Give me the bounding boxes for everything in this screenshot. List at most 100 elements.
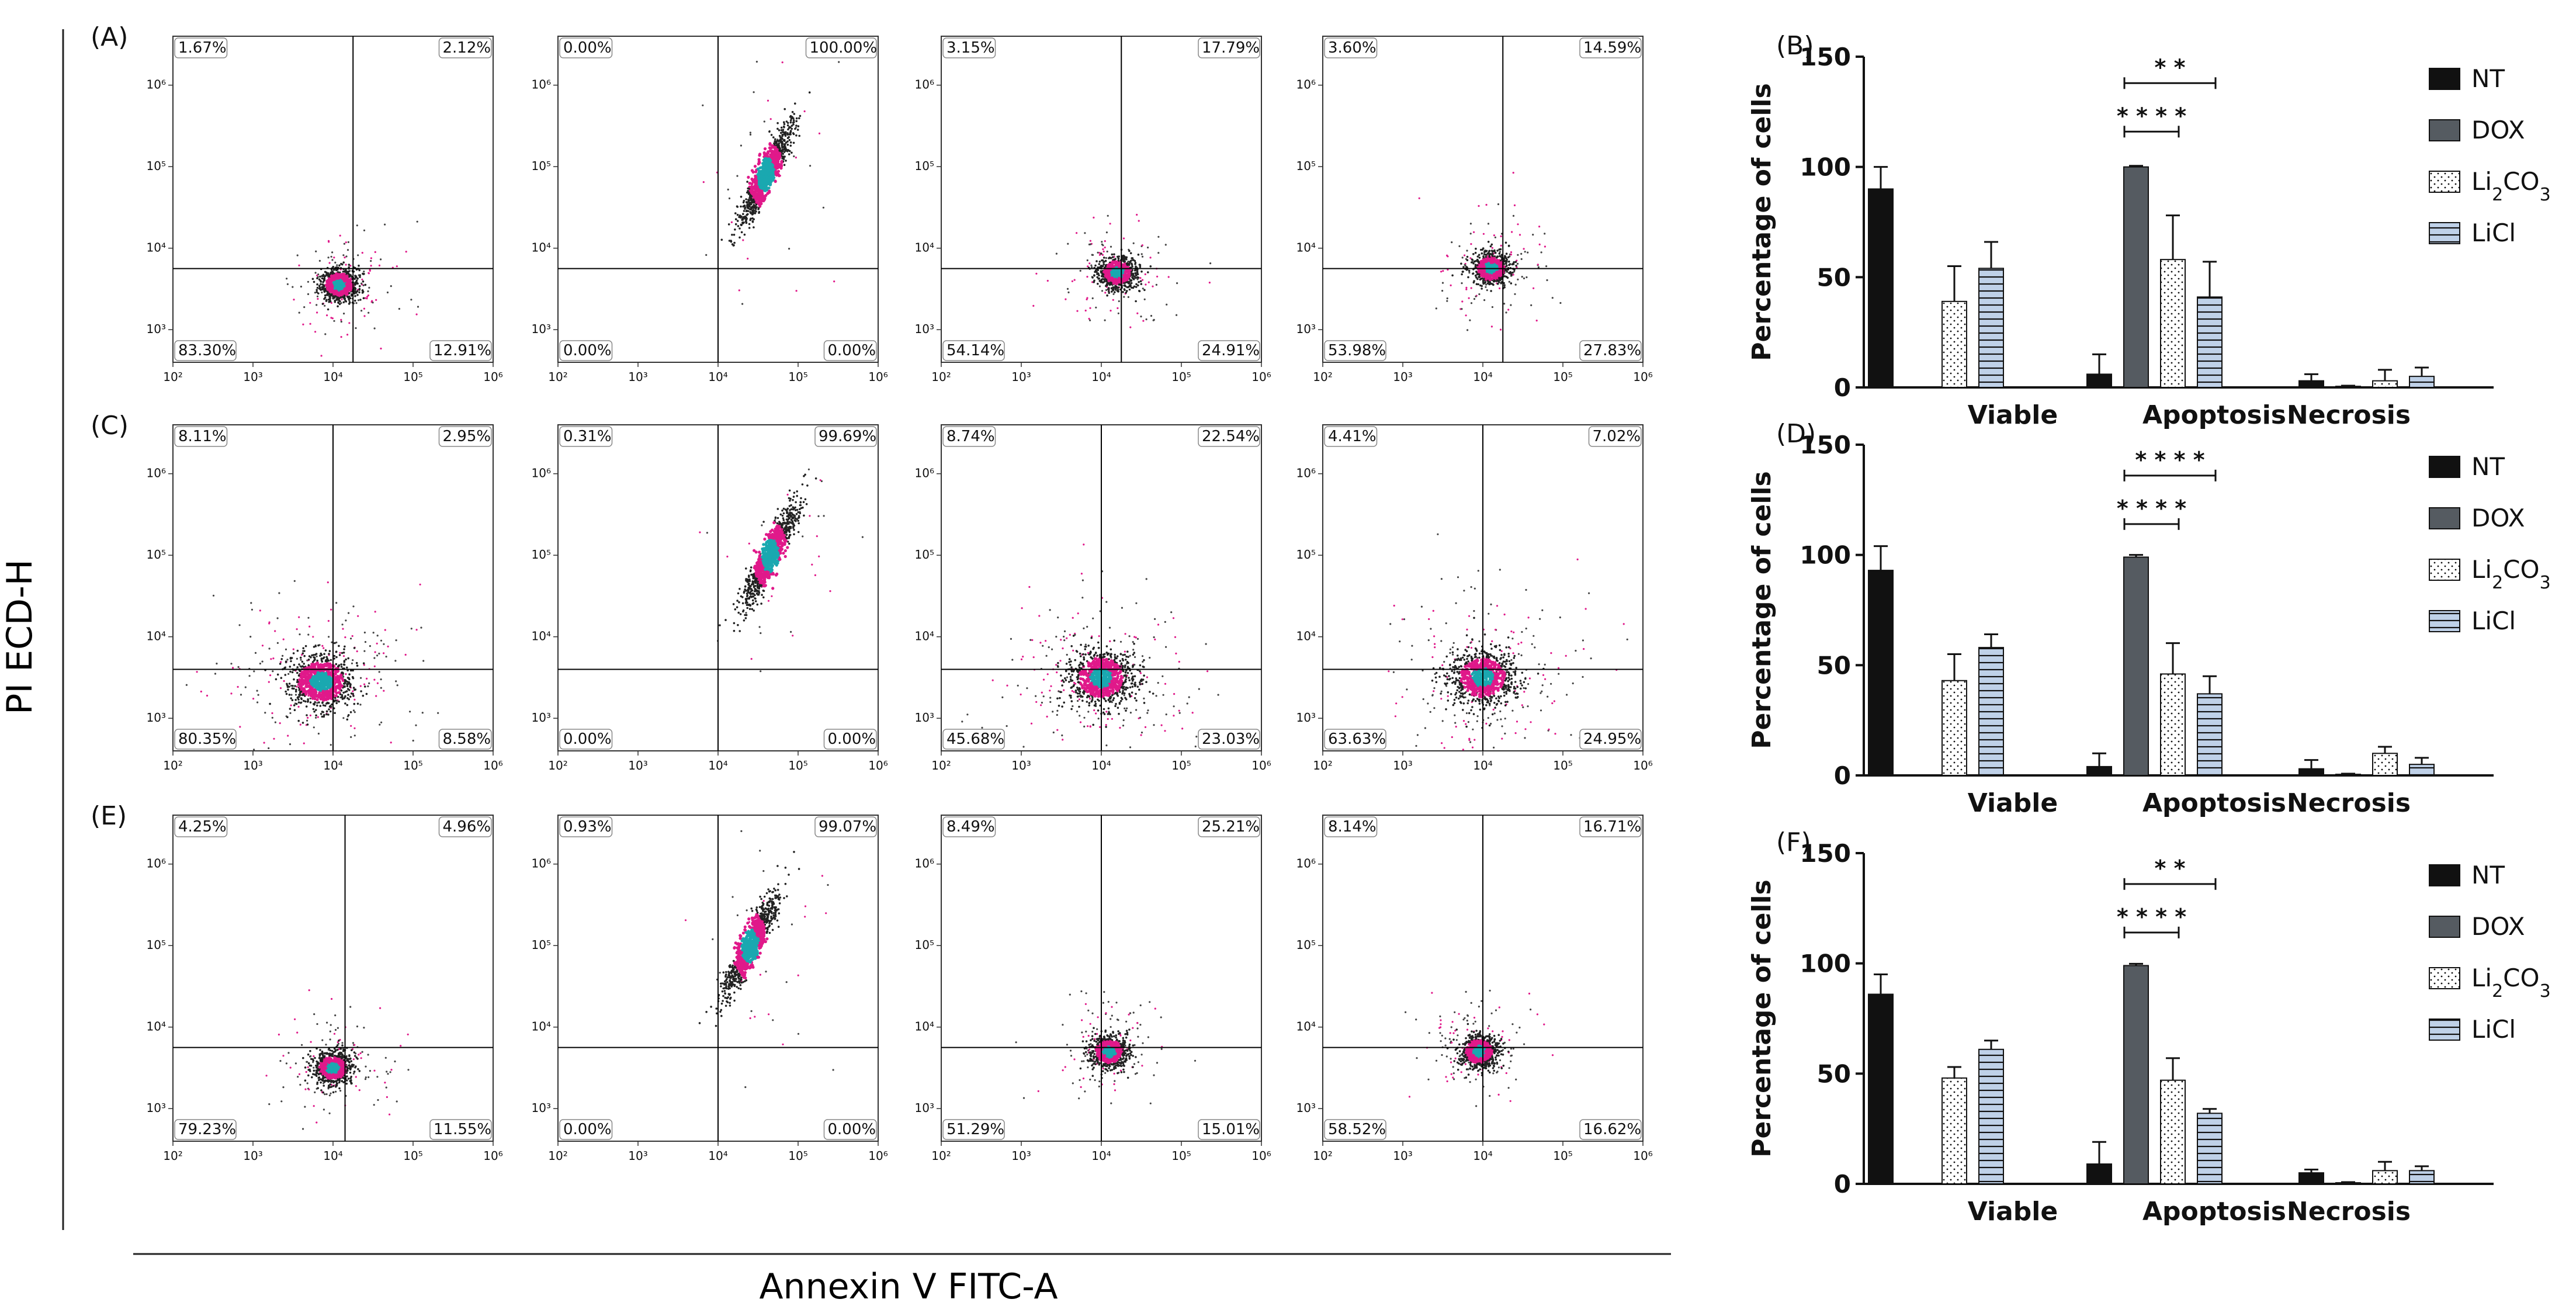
event-dot: [1095, 306, 1097, 309]
event-dot: [1505, 262, 1507, 265]
event-dot: [290, 697, 293, 699]
event-dot: [293, 678, 295, 681]
event-dot: [268, 681, 270, 683]
event-dot: [1513, 204, 1516, 206]
event-dot: [1091, 266, 1093, 268]
event-dot: [774, 151, 777, 155]
event-dot: [760, 195, 763, 199]
event-dot: [1540, 251, 1542, 254]
event-dot: [325, 710, 328, 713]
event-dot: [1460, 262, 1462, 265]
event-dot: [788, 136, 790, 138]
event-dot: [786, 493, 789, 496]
y-tick-label: 10⁴: [147, 241, 166, 255]
event-dot: [297, 674, 300, 677]
event-dot: [757, 167, 760, 171]
event-dot: [1466, 329, 1469, 331]
event-dot: [300, 659, 302, 661]
event-dot: [1098, 285, 1101, 287]
event-dot: [387, 645, 389, 647]
event-dot: [254, 652, 257, 654]
event-dot: [1130, 282, 1133, 285]
event-dot: [1131, 257, 1134, 259]
event-dot: [294, 694, 297, 696]
event-dot: [1140, 270, 1143, 273]
event-dot: [259, 609, 261, 612]
event-dot: [369, 645, 372, 647]
event-dot: [269, 674, 272, 677]
event-dot: [1493, 273, 1496, 277]
event-dot: [409, 711, 411, 713]
event-dot: [316, 311, 318, 314]
event-dot: [783, 123, 786, 126]
x-tick-label: 10⁴: [323, 370, 342, 384]
event-dot: [760, 632, 762, 635]
event-dot: [702, 104, 704, 106]
quadrant-label: 100.00%: [810, 39, 878, 57]
event-dot: [328, 241, 330, 243]
event-dot: [415, 724, 417, 726]
event-dot: [317, 686, 321, 690]
event-dot: [1134, 261, 1137, 264]
event-dot: [268, 621, 271, 623]
event-dot: [1480, 277, 1483, 280]
event-dot: [361, 289, 364, 292]
panel-label: (C): [91, 411, 129, 441]
event-dot: [339, 300, 341, 303]
event-dot: [305, 705, 308, 708]
event-dot: [1483, 273, 1487, 276]
event-dot: [419, 583, 421, 586]
event-dot: [355, 327, 357, 330]
event-dot: [315, 716, 317, 719]
event-dot: [310, 687, 314, 690]
event-dot: [301, 675, 304, 679]
event-dot: [754, 182, 758, 185]
event-dot: [1484, 254, 1487, 256]
event-dot: [264, 712, 266, 714]
event-dot: [1084, 309, 1087, 312]
event-dot: [367, 290, 369, 293]
event-dot: [741, 303, 744, 305]
event-dot: [341, 263, 344, 266]
event-dot: [341, 277, 345, 280]
event-dot: [770, 162, 774, 166]
event-dot: [1476, 259, 1479, 262]
event-dot: [351, 635, 353, 638]
event-dot: [1493, 257, 1496, 260]
event-dot: [727, 188, 729, 190]
event-dot: [360, 310, 363, 312]
event-dot: [321, 711, 324, 713]
event-dot: [355, 292, 358, 294]
event-dot: [781, 138, 783, 140]
event-dot: [306, 714, 308, 716]
event-dot: [338, 645, 340, 647]
event-dot: [1106, 250, 1108, 253]
event-dot: [1125, 292, 1128, 294]
event-dot: [1149, 257, 1152, 259]
event-dot: [782, 157, 785, 159]
event-dot: [1484, 278, 1488, 281]
event-dot: [750, 206, 753, 209]
event-dot: [313, 659, 316, 661]
event-dot: [296, 657, 298, 660]
quadrant-label: 3.15%: [947, 39, 995, 57]
event-dot: [1493, 280, 1495, 283]
event-dot: [1510, 254, 1512, 256]
event-dot: [340, 666, 343, 668]
event-dot: [331, 285, 334, 288]
event-dot: [1101, 241, 1103, 243]
event-dot: [298, 616, 300, 618]
event-dot: [748, 223, 751, 226]
event-dot: [1471, 261, 1474, 264]
event-dot: [768, 142, 772, 145]
event-dot: [783, 108, 786, 110]
event-dot: [753, 91, 755, 93]
event-dot: [789, 119, 792, 122]
event-dot: [1046, 279, 1049, 282]
event-dot: [320, 289, 322, 291]
event-dot: [776, 169, 780, 173]
event-dot: [1487, 223, 1490, 225]
y-axis-title: PI ECD-H: [0, 559, 40, 715]
event-dot: [754, 206, 756, 209]
